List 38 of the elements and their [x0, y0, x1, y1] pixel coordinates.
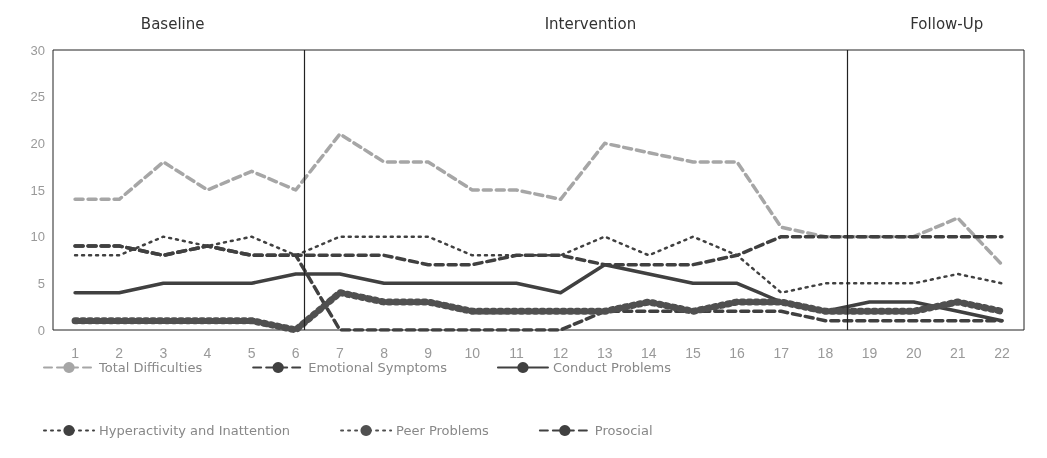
x-tick-label: 12 — [552, 345, 569, 361]
x-tick-label: 9 — [424, 345, 433, 361]
y-tick-label: 25 — [30, 89, 45, 105]
y-tick-label: 20 — [30, 135, 45, 151]
legend-label: Emotional Symptoms — [308, 360, 448, 375]
x-tick-label: 14 — [641, 345, 657, 361]
legend-label: Hyperactivity and Inattention — [99, 423, 291, 438]
legend-label: Conduct Problems — [552, 360, 672, 375]
x-tick-label: 21 — [950, 345, 966, 361]
x-tick-label: 3 — [159, 345, 168, 361]
legend-label: Total Difficulties — [98, 360, 203, 375]
x-tick-label: 8 — [380, 345, 389, 361]
x-tick-label: 19 — [861, 345, 878, 361]
x-tick-label: 20 — [905, 345, 922, 361]
x-tick-label: 4 — [203, 345, 212, 361]
x-tick-label: 13 — [596, 345, 613, 361]
y-tick-label: 15 — [30, 182, 45, 198]
x-tick-label: 16 — [729, 345, 746, 361]
x-tick-label: 10 — [464, 345, 481, 361]
x-tick-label: 7 — [335, 345, 344, 361]
x-tick-label: 22 — [994, 345, 1010, 361]
x-tick-label: 1 — [71, 345, 80, 361]
x-tick-label: 6 — [291, 345, 300, 361]
y-tick-label: 5 — [37, 275, 45, 291]
text: Follow-Up — [910, 14, 984, 33]
text: Baseline — [140, 14, 205, 33]
x-tick-label: 15 — [685, 345, 701, 361]
x-tick-label: 18 — [817, 345, 834, 361]
x-tick-label: 2 — [115, 345, 124, 361]
text: Intervention — [544, 14, 637, 33]
y-tick-label: 10 — [30, 229, 45, 245]
x-tick-label: 11 — [509, 345, 524, 361]
x-tick-label: 17 — [773, 345, 790, 361]
y-tick-label: 30 — [30, 42, 45, 58]
legend-label: Peer Problems — [396, 423, 490, 438]
x-tick-label: 5 — [247, 345, 256, 361]
legend-label: Prosocial — [594, 423, 653, 438]
y-tick-label: 0 — [37, 322, 45, 338]
